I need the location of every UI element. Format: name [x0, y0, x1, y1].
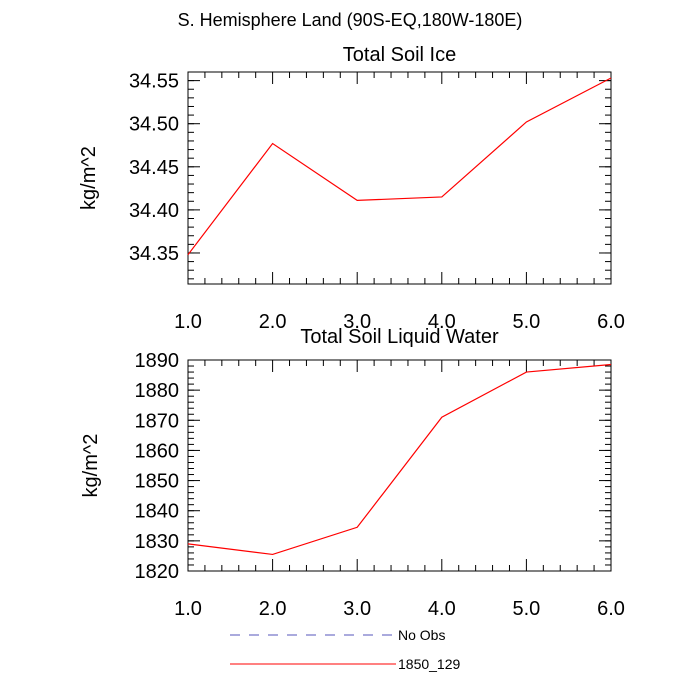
y-tick-label: 34.35 [129, 243, 179, 265]
y-axis-label: kg/m^2 [78, 146, 100, 210]
y-tick-label: 1840 [135, 501, 180, 523]
x-tick-label: 5.0 [512, 311, 540, 333]
y-tick-label: 1820 [135, 561, 180, 583]
x-tick-label: 6.0 [597, 598, 625, 620]
chart-panels: Total Soil Ice kg/m^2 1.0 2.0 3.0 4.0 5.0 6.0 34… [78, 44, 625, 620]
y-tick-label: 34.40 [129, 200, 179, 222]
plot-frame [187, 71, 612, 285]
x-tick-label: 4.0 [428, 311, 456, 333]
figure-title: S. Hemisphere Land (90S-EQ,180W-180E) [178, 10, 523, 30]
y-tick-label: 1830 [135, 531, 180, 553]
chart-title: Total Soil Ice [343, 44, 456, 66]
y-tick-label: 1890 [135, 350, 180, 372]
plot-frame [187, 359, 612, 572]
y-tick-label: 34.45 [129, 157, 179, 179]
y-tick-label: 1850 [135, 471, 180, 493]
legend-label-1: No Obs [398, 627, 445, 643]
y-tick-label: 1880 [135, 380, 180, 402]
series-line-1850_129 [187, 363, 612, 556]
x-tick-label: 4.0 [428, 598, 456, 620]
x-tick-label: 1.0 [174, 311, 202, 333]
x-tick-label: 5.0 [512, 598, 540, 620]
chart-panel-1: Total Soil Ice kg/m^2 1.0 2.0 3.0 4.0 5.0 6.0 34… [78, 44, 625, 333]
y-tick-label: 1860 [135, 440, 180, 462]
series-line-1850_129 [187, 77, 612, 256]
legend: No Obs 1850_129 [230, 627, 461, 672]
legend-label-2: 1850_129 [398, 656, 461, 672]
y-tick-label: 34.50 [129, 114, 179, 136]
y-tick-label: 1870 [135, 410, 180, 432]
y-axis-label: kg/m^2 [80, 434, 102, 498]
chart-title: Total Soil Liquid Water [300, 326, 499, 348]
chart-panel-2: Total Soil Liquid Water kg/m^2 1.0 2.0 3.0 4.… [80, 326, 625, 620]
x-tick-label: 6.0 [597, 311, 625, 333]
x-tick-label: 3.0 [343, 598, 371, 620]
y-tick-label: 34.55 [129, 71, 179, 93]
x-tick-label: 2.0 [259, 311, 287, 333]
x-tick-label: 2.0 [259, 598, 287, 620]
x-tick-label: 1.0 [174, 598, 202, 620]
x-tick-label: 3.0 [343, 311, 371, 333]
